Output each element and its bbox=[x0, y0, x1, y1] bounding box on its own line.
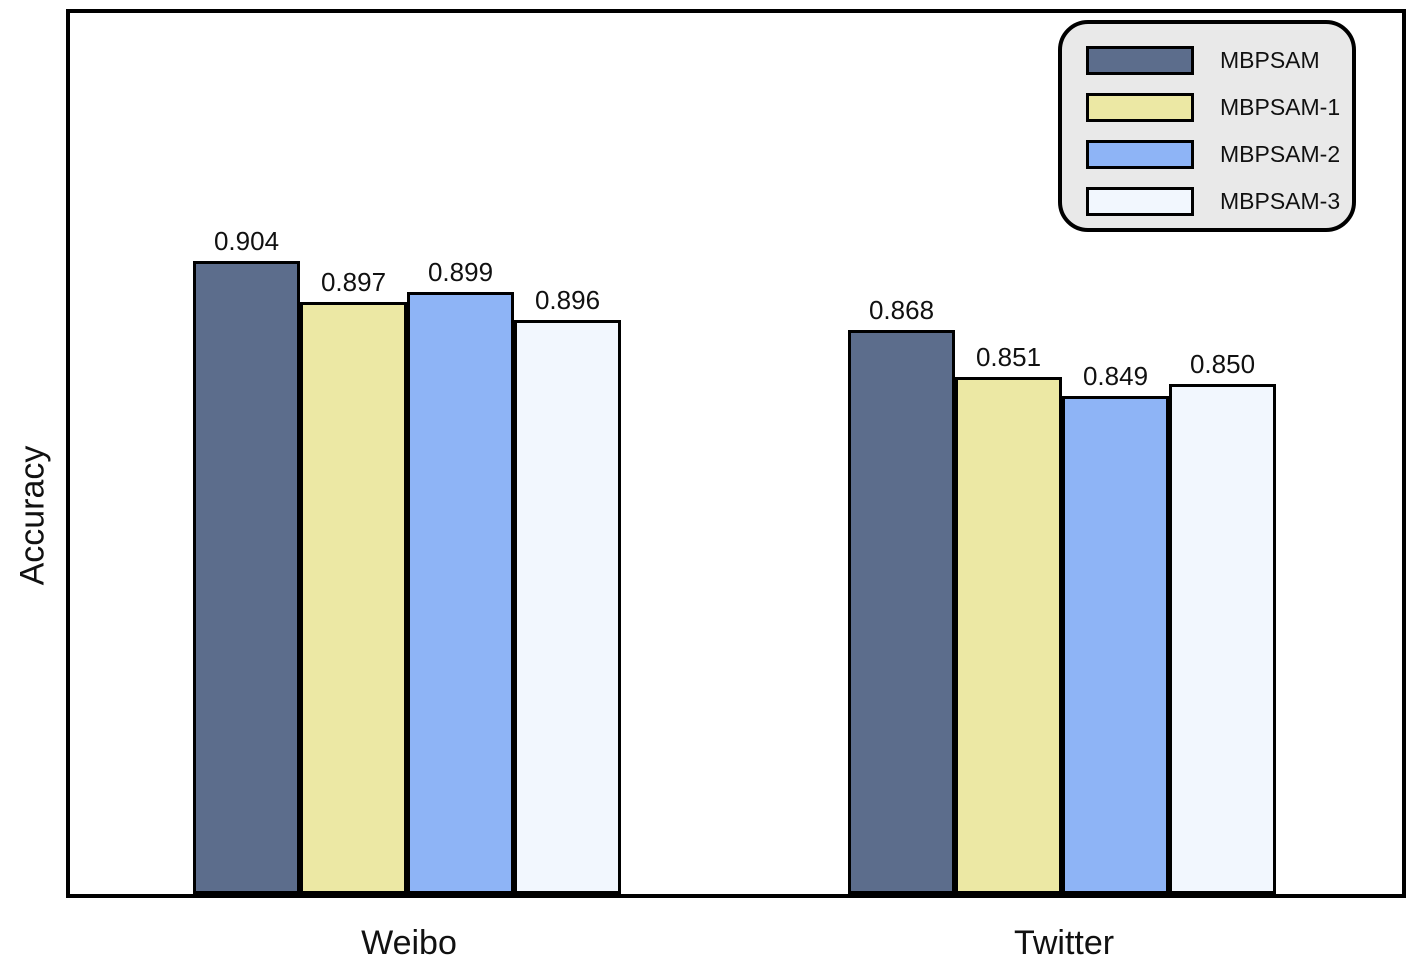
legend-label: MBPSAM-3 bbox=[1220, 188, 1341, 214]
bar-value-label: 0.899 bbox=[427, 257, 494, 287]
legend-swatch-icon bbox=[1086, 93, 1194, 122]
bar-value-label: 0.851 bbox=[975, 342, 1042, 372]
bar-twitter-mbpsam-2 bbox=[1062, 396, 1169, 894]
bar-weibo-mbpsam bbox=[193, 261, 300, 894]
y-axis-label: Accuracy bbox=[13, 445, 52, 586]
bar-value-label: 0.897 bbox=[320, 267, 387, 297]
bar-value-label: 0.850 bbox=[1189, 349, 1256, 379]
bar-weibo-mbpsam-1 bbox=[300, 302, 407, 894]
bar-value-label: 0.868 bbox=[868, 295, 935, 325]
legend-item-mbpsam-3: MBPSAM-3 bbox=[1086, 178, 1352, 225]
legend-swatch-icon bbox=[1086, 187, 1194, 216]
bar-twitter-mbpsam-1 bbox=[955, 377, 1062, 894]
bar-weibo-mbpsam-3 bbox=[514, 320, 621, 894]
legend: MBPSAM MBPSAM-1 MBPSAM-2 MBPSAM-3 bbox=[1058, 20, 1356, 232]
legend-item-mbpsam: MBPSAM bbox=[1086, 37, 1352, 84]
legend-item-mbpsam-1: MBPSAM-1 bbox=[1086, 84, 1352, 131]
legend-item-mbpsam-2: MBPSAM-2 bbox=[1086, 131, 1352, 178]
x-tick-label-weibo: Weibo bbox=[361, 924, 457, 962]
bar-value-label: 0.896 bbox=[534, 285, 601, 315]
legend-label: MBPSAM-2 bbox=[1220, 141, 1341, 167]
bar-value-label: 0.849 bbox=[1082, 361, 1149, 391]
bar-value-label: 0.904 bbox=[213, 226, 280, 256]
bar-twitter-mbpsam-3 bbox=[1169, 384, 1276, 894]
plot-area: 0.904 0.897 0.899 0.896 0.868 0.851 0.849 0.850 bbox=[70, 13, 1402, 894]
legend-label: MBPSAM-1 bbox=[1220, 94, 1341, 120]
bar-twitter-mbpsam bbox=[848, 330, 955, 894]
legend-label: MBPSAM bbox=[1220, 47, 1320, 73]
x-tick-label-twitter: Twitter bbox=[1013, 924, 1115, 962]
legend-swatch-icon bbox=[1086, 46, 1194, 75]
legend-swatch-icon bbox=[1086, 140, 1194, 169]
bar-weibo-mbpsam-2 bbox=[407, 292, 514, 894]
